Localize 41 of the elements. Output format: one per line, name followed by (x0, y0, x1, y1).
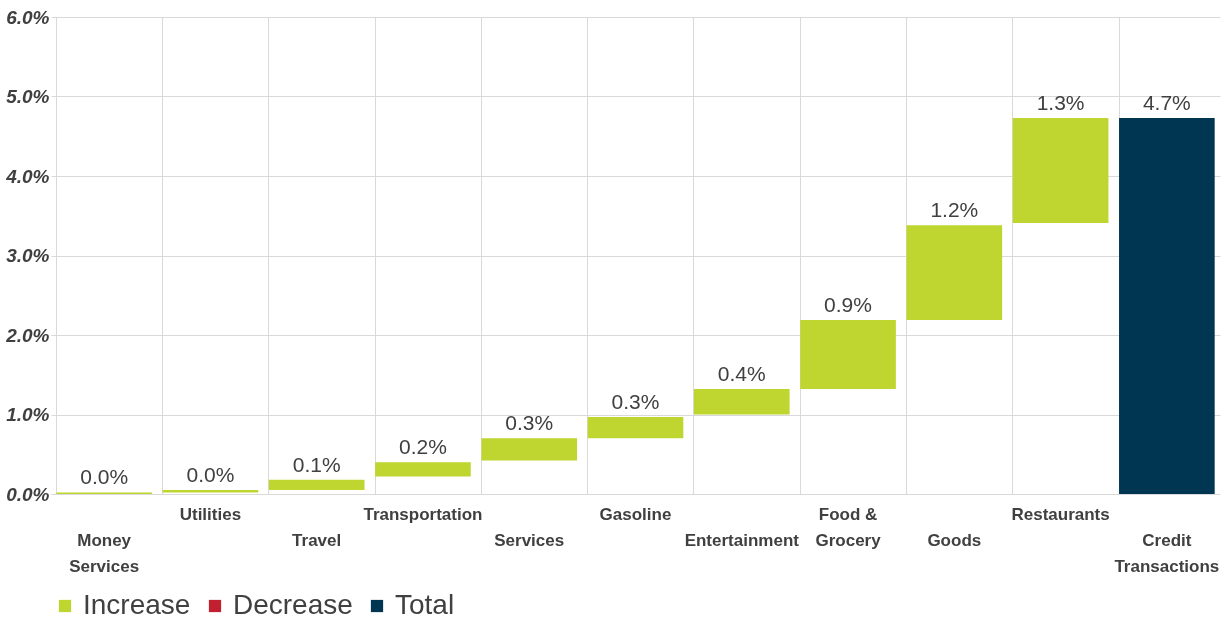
y-tick-label: 3.0% (6, 245, 50, 266)
bar (587, 416, 684, 439)
bar (693, 389, 790, 415)
y-tick-label: 1.0% (6, 404, 50, 425)
text: 0.0% (186, 463, 235, 487)
x-tick-label: Credit Transactions (1114, 530, 1220, 576)
x-tick-label: Gasoline (599, 504, 672, 524)
text: 4.7% (1142, 90, 1191, 114)
text: 0.3% (505, 411, 554, 435)
legend-label: Total (395, 589, 455, 620)
bar (375, 462, 471, 477)
text: 0.1% (292, 452, 341, 476)
x-tick-label: Restaurants (1011, 504, 1110, 524)
text: 0.4% (717, 362, 766, 386)
x-tick-label: Travel (292, 530, 342, 550)
x-tick-label: Goods (927, 530, 982, 550)
text: 0.9% (824, 292, 872, 316)
y-tick-label: 2.0% (5, 324, 50, 346)
text: 0.0% (80, 465, 129, 489)
bar (906, 225, 1003, 320)
bar (1012, 117, 1109, 223)
bar (481, 438, 578, 461)
text: 1.2% (930, 198, 979, 222)
x-tick-label: Transportation (363, 504, 483, 524)
text: 1.3% (1036, 90, 1085, 114)
bar (800, 319, 896, 390)
text: 0.3% (611, 389, 660, 413)
bar (268, 479, 365, 491)
x-tick-label: Services (494, 530, 565, 550)
x-tick-label: Entertainment (684, 530, 800, 550)
y-tick-label: 6.0% (6, 6, 50, 28)
text: 0.2% (399, 435, 447, 459)
y-tick-label: 5.0% (6, 86, 50, 107)
x-tick-label: Money Services (69, 530, 140, 576)
x-tick-label: Food & Grocery (815, 504, 882, 550)
x-tick-label: Utilities (179, 504, 242, 524)
bar (1119, 117, 1215, 494)
y-tick-label: 4.0% (5, 165, 50, 187)
legend-label: Decrease (233, 589, 353, 620)
y-tick-label: 0.0% (6, 483, 50, 505)
legend-label: Increase (83, 589, 191, 620)
